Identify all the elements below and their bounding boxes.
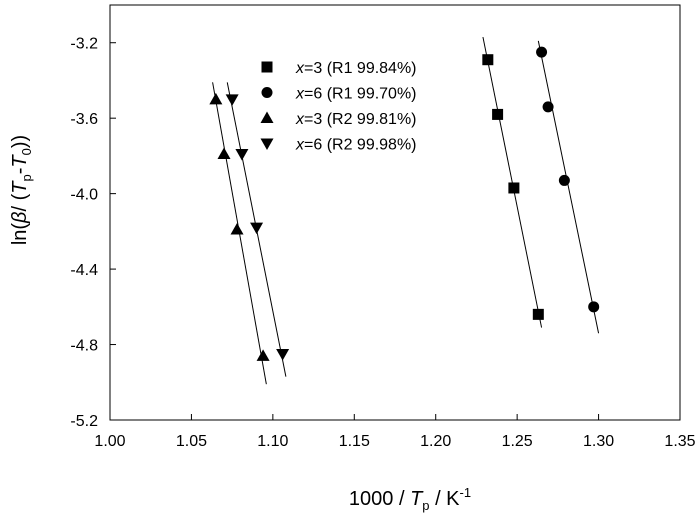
y-tick-labels: -5.2 -4.8 -4.4 -4.0 -3.6 -3.2 <box>70 36 98 430</box>
data-point <box>217 147 231 160</box>
legend-marker <box>260 138 274 150</box>
legend-marker <box>261 87 273 98</box>
x-tick-label: 1.25 <box>502 433 533 450</box>
plot-frame <box>109 4 681 421</box>
data-point <box>482 54 494 66</box>
data-point <box>508 182 520 194</box>
data-point <box>558 174 570 186</box>
x-tick-label: 1.30 <box>583 433 614 450</box>
data-point <box>276 348 290 361</box>
legend-entry: x=3 (R1 99.84%) <box>295 60 417 77</box>
x-tick-label: 1.35 <box>664 433 695 450</box>
y-tick-label: -4.0 <box>70 187 98 204</box>
legend: x=3 (R1 99.84%) x=6 (R1 99.70%) x=3 (R2 99… <box>260 60 417 154</box>
fit-line <box>482 36 543 328</box>
legend-entry: x=6 (R1 99.70%) <box>295 86 417 103</box>
y-axis-title: ln(β/ (Tp-T0)) <box>9 135 34 245</box>
data-point <box>250 222 264 235</box>
legend-entry: x=3 (R2 99.81%) <box>295 111 417 128</box>
x-tick-label: 1.20 <box>420 433 451 450</box>
legend-marker <box>261 61 273 73</box>
x-tick-labels: 1.00 1.05 1.10 1.15 1.20 1.25 1.30 1.35 <box>94 433 695 450</box>
y-tick-label: -4.8 <box>70 338 98 355</box>
data-point <box>542 101 554 113</box>
legend-marker <box>260 111 274 123</box>
x-tick-label: 1.15 <box>339 433 370 450</box>
y-tick-label: -3.2 <box>70 36 98 53</box>
data-point <box>256 349 270 361</box>
data-point <box>230 222 244 235</box>
x-axis-title: 1000 / Tp / K-1 <box>349 485 471 513</box>
data-point <box>235 149 249 161</box>
fit-line <box>537 40 600 334</box>
data-points <box>209 46 600 361</box>
legend-entry: x=6 (R2 99.98%) <box>295 137 417 154</box>
data-point <box>492 108 504 120</box>
x-tick-label: 1.10 <box>257 433 288 450</box>
y-tick-label: -3.6 <box>70 111 98 128</box>
data-point <box>588 301 600 313</box>
y-tick-label: -4.4 <box>70 262 98 279</box>
x-tick-label: 1.05 <box>176 433 207 450</box>
data-point <box>209 92 223 105</box>
x-tick-label: 1.00 <box>94 433 125 450</box>
axis-ticks <box>109 42 681 421</box>
data-point <box>225 94 239 106</box>
data-point <box>536 46 548 58</box>
data-point <box>532 308 544 320</box>
y-tick-label: -5.2 <box>70 413 98 430</box>
